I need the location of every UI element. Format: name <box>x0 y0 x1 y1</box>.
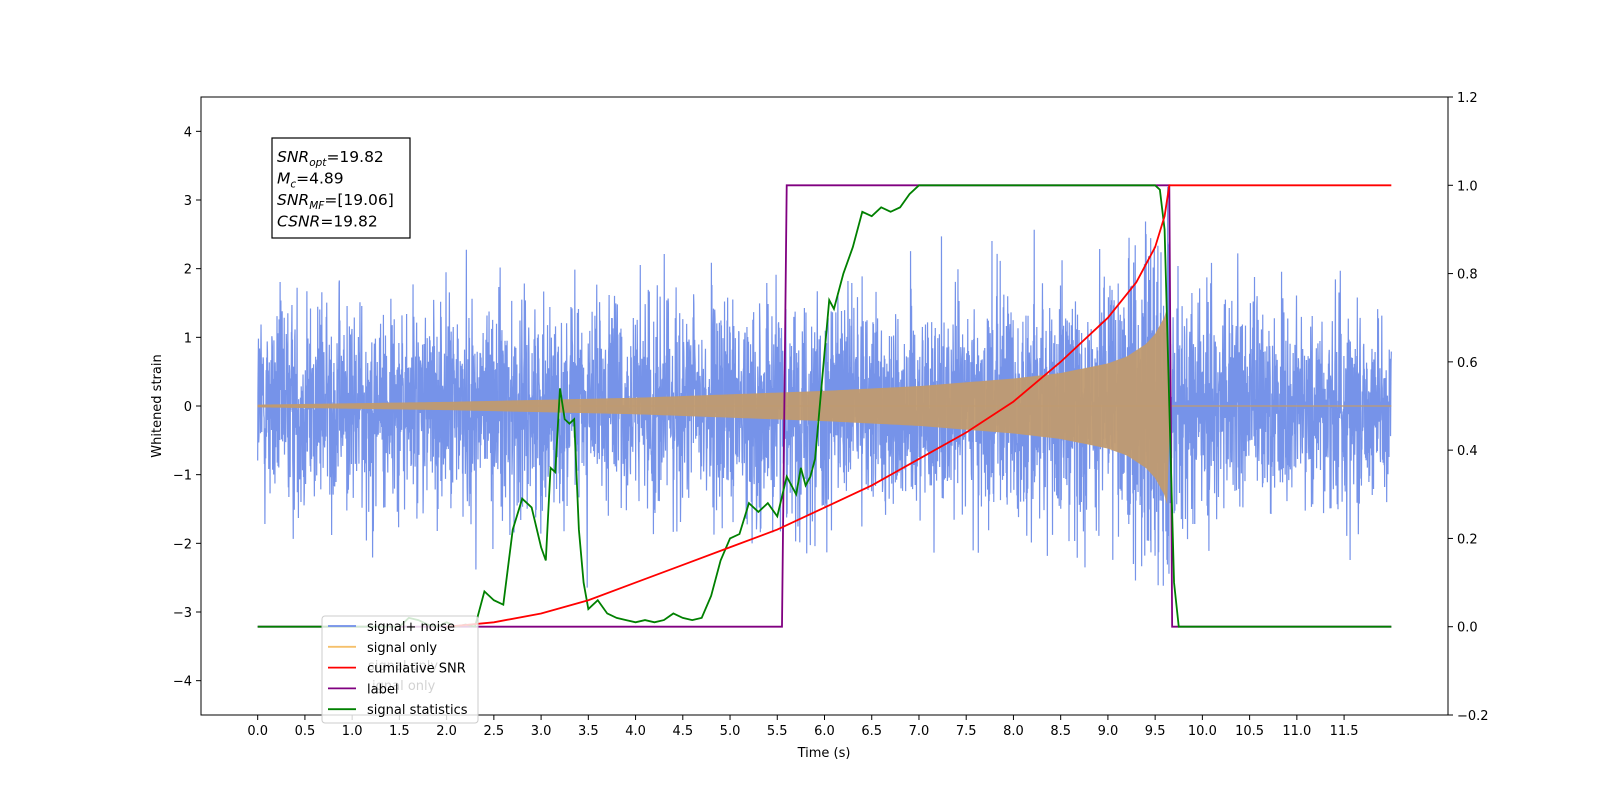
y-axis-label: Whitened strain <box>150 354 165 457</box>
x-tick-label: 3.0 <box>531 724 552 739</box>
legend-entry-label: signal+ noise <box>367 620 455 635</box>
x-axis-label: Time (s) <box>797 746 851 761</box>
x-axis-ticks: 0.0 0.5 1.0 1.5 2.0 2.5 3.0 3.5 4.0 4.5 5.0 5.5 6.0 6… <box>247 715 1359 739</box>
x-tick-label: 9.5 <box>1145 724 1166 739</box>
annotation-line: SNRopt=19.82 <box>277 148 384 169</box>
left-y-tick-label: −4 <box>173 675 192 690</box>
x-tick-label: 5.0 <box>720 724 741 739</box>
right-y-tick-label: 1.2 <box>1457 91 1478 106</box>
legend-entry-label: cumilative SNR <box>367 662 466 677</box>
x-tick-label: 11.5 <box>1330 724 1359 739</box>
right-y-tick-label: 0.0 <box>1457 621 1478 636</box>
right-y-tick-label: 1.0 <box>1457 179 1478 194</box>
annotation-subscript: opt <box>309 157 327 169</box>
legend-entry-label: signal statistics <box>367 703 468 718</box>
x-tick-label: 2.5 <box>484 724 505 739</box>
right-y-tick-label: 0.8 <box>1457 268 1478 283</box>
left-y-tick-label: 0 <box>184 400 192 415</box>
x-tick-label: 6.5 <box>861 724 882 739</box>
series-line-cumulative-snr <box>446 184 1392 628</box>
x-tick-label: 9.0 <box>1098 724 1119 739</box>
right-y-tick-label: 0.2 <box>1457 532 1478 547</box>
annotation-symbol: CSNR <box>277 213 320 231</box>
left-y-tick-label: −1 <box>173 469 192 484</box>
annotation-value: =[19.06] <box>324 191 393 209</box>
series-line-signal-statistics <box>257 184 1392 628</box>
noise-series-layer <box>257 186 1392 588</box>
annotation-value: =19.82 <box>326 148 383 166</box>
legend-frame <box>321 615 479 724</box>
legend-entry-label: signal only <box>367 641 437 656</box>
x-tick-label: 8.5 <box>1050 724 1071 739</box>
annotation-symbol: M <box>277 170 290 188</box>
left-y-tick-label: 2 <box>184 263 192 278</box>
legend: signal onlyignal onlysignal+ noisesignal… <box>321 615 479 724</box>
x-tick-label: 11.0 <box>1282 724 1311 739</box>
left-y-tick-label: −2 <box>173 537 192 552</box>
annotation-value: =4.89 <box>296 170 344 188</box>
annotation-symbol: SNR <box>277 148 309 166</box>
right-y-axis-ticks: 1.2 1.0 0.8 0.6 0.4 0.2 0.0 −0.2 <box>1448 91 1489 724</box>
right-y-tick-label: 0.6 <box>1457 356 1478 371</box>
annotation-value: =19.82 <box>320 213 377 231</box>
x-tick-label: 8.0 <box>1003 724 1024 739</box>
signal-only-series-layer <box>257 307 1392 505</box>
left-y-tick-label: 1 <box>184 331 192 346</box>
x-tick-label: 0.5 <box>295 724 316 739</box>
right-y-tick-label: 0.4 <box>1457 444 1478 459</box>
series-line-signal-noise <box>257 186 1392 588</box>
right-y-tick-label: −0.2 <box>1457 709 1489 724</box>
x-tick-label: 6.0 <box>814 724 835 739</box>
x-tick-label: 1.5 <box>389 724 410 739</box>
x-tick-label: 2.0 <box>436 724 457 739</box>
legend-entry-label: label <box>367 682 398 697</box>
x-tick-label: 7.5 <box>956 724 977 739</box>
annotation-line: Mc=4.89 <box>277 170 344 191</box>
left-y-tick-label: −3 <box>173 606 192 621</box>
annotation-subscript: MF <box>309 200 325 212</box>
x-tick-label: 10.5 <box>1235 724 1264 739</box>
x-tick-label: 0.0 <box>247 724 268 739</box>
x-tick-label: 7.0 <box>909 724 930 739</box>
annotation-symbol: SNR <box>277 191 309 209</box>
annotation-subscript: c <box>290 179 296 191</box>
annotation-frame <box>271 137 411 239</box>
x-tick-label: 1.0 <box>342 724 363 739</box>
x-tick-label: 3.5 <box>578 724 599 739</box>
left-y-tick-label: 3 <box>184 194 192 209</box>
x-tick-label: 4.5 <box>672 724 693 739</box>
x-tick-label: 4.0 <box>625 724 646 739</box>
annotation-line: SNRMF=[19.06] <box>277 191 394 212</box>
x-tick-label: 10.0 <box>1188 724 1217 739</box>
snr-annotation-box: SNRopt=19.82Mc=4.89SNRMF=[19.06]CSNR=19.… <box>271 137 411 239</box>
left-y-tick-label: 4 <box>184 125 192 140</box>
left-y-axis-ticks: 4 3 2 1 0 −1 −2 −3 −4 <box>173 125 201 690</box>
annotation-line: CSNR=19.82 <box>277 213 378 231</box>
right-axis-series-layer <box>257 184 1392 628</box>
x-tick-label: 5.5 <box>767 724 788 739</box>
